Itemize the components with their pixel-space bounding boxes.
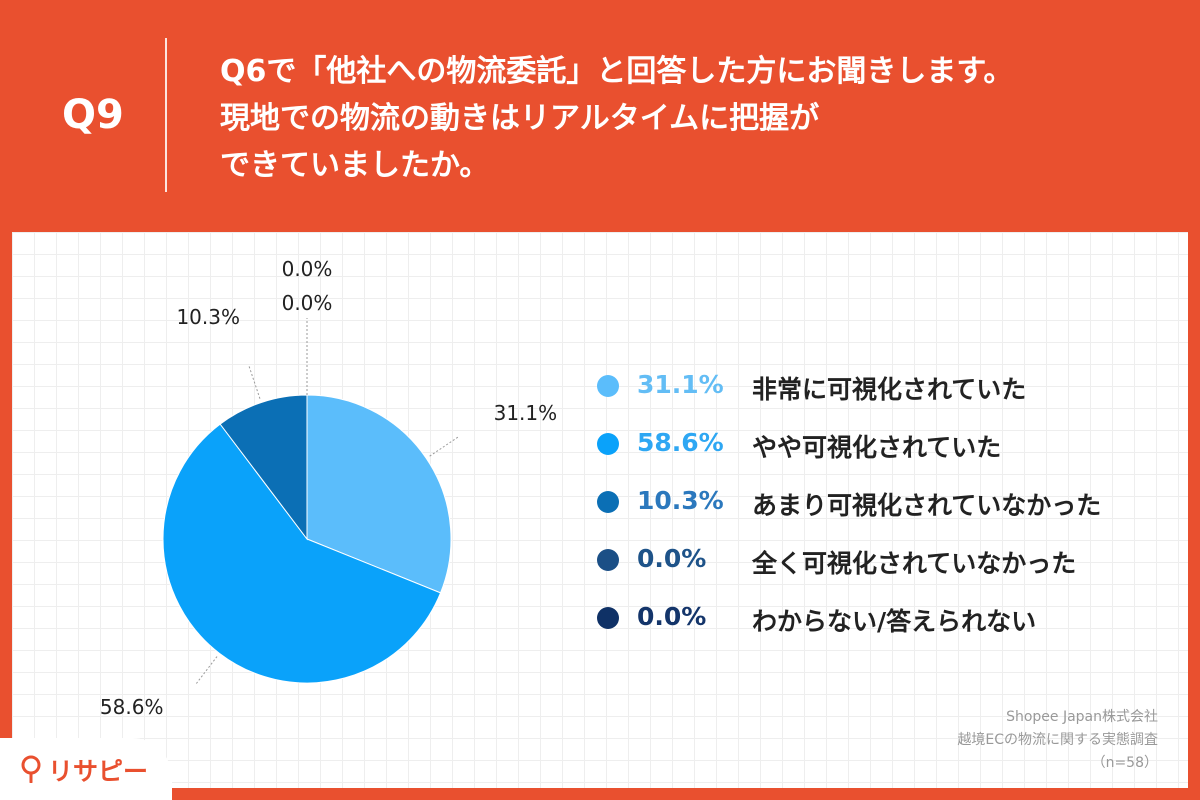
chart-legend: 31.1% 非常に可視化されていた 58.6% やや可視化されていた 10.3%… [597, 370, 1187, 660]
source-note: Shopee Japan株式会社 越境ECの物流に関する実態調査 （n=58） [957, 706, 1158, 775]
question-line: Q6で「他社への物流委託」と回答した方にお聞きします。 [220, 54, 1014, 89]
question-line: できていましたか。 [220, 148, 490, 183]
pie-slice [162, 423, 442, 684]
legend-percent: 31.1% [637, 370, 724, 399]
leader-line [429, 435, 460, 457]
question-line: 現地での物流の動きはリアルタイムに把握が [220, 101, 820, 136]
leader-line [248, 364, 261, 399]
data-label: 10.3% [176, 305, 240, 329]
legend-label: やや可視化されていた [752, 433, 1002, 462]
legend-percent: 10.3% [637, 486, 724, 515]
question-number: Q9 [62, 92, 124, 138]
source-line: 越境ECの物流に関する実態調査 [957, 732, 1158, 748]
legend-item: 0.0% 全く可視化されていなかった [597, 544, 1187, 602]
legend-swatch [597, 433, 619, 455]
brand-logo: リサピー [0, 738, 172, 800]
legend-label: 非常に可視化されていた [752, 375, 1027, 404]
legend-item: 31.1% 非常に可視化されていた [597, 370, 1187, 428]
legend-label: あまり可視化されていなかった [752, 491, 1102, 520]
header: Q9 Q6で「他社への物流委託」と回答した方にお聞きします。 現地での物流の動き… [0, 0, 1200, 230]
legend-percent: 0.0% [637, 544, 707, 573]
legend-label: 全く可視化されていなかった [752, 549, 1077, 578]
data-label: 0.0% [282, 257, 333, 281]
legend-percent: 0.0% [637, 602, 707, 631]
question-text: Q6で「他社への物流委託」と回答した方にお聞きします。 現地での物流の動きはリア… [220, 48, 1180, 189]
legend-item: 0.0% わからない/答えられない [597, 602, 1187, 660]
data-label: 31.1% [494, 401, 558, 425]
header-divider [165, 38, 167, 192]
legend-item: 10.3% あまり可視化されていなかった [597, 486, 1187, 544]
legend-label: わからない/答えられない [752, 607, 1037, 636]
brand-name: リサピー [48, 757, 149, 786]
leader-line [194, 656, 218, 686]
data-label: 58.6% [100, 695, 164, 719]
data-label: 0.0% [282, 291, 333, 315]
legend-swatch [597, 607, 619, 629]
legend-swatch [597, 549, 619, 571]
source-line: （n=58） [1091, 755, 1158, 771]
legend-item: 58.6% やや可視化されていた [597, 428, 1187, 486]
source-line: Shopee Japan株式会社 [1006, 709, 1158, 725]
legend-swatch [597, 375, 619, 397]
pie-slice [306, 394, 452, 594]
legend-percent: 58.6% [637, 428, 724, 457]
location-pin-icon [21, 755, 41, 783]
legend-swatch [597, 491, 619, 513]
pie-slice [219, 394, 308, 541]
